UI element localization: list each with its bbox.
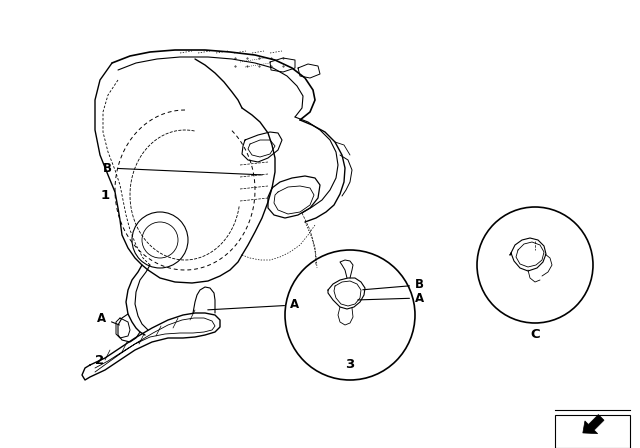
Text: A: A <box>97 311 120 325</box>
Text: B: B <box>363 279 424 292</box>
Text: 3: 3 <box>346 358 355 371</box>
Text: B: B <box>103 161 262 175</box>
Text: C: C <box>530 328 540 341</box>
Text: A: A <box>358 292 424 305</box>
Text: A: A <box>208 298 299 311</box>
Text: 2: 2 <box>95 353 104 366</box>
Bar <box>555 415 630 448</box>
Text: 1: 1 <box>100 189 109 202</box>
Polygon shape <box>583 414 604 434</box>
